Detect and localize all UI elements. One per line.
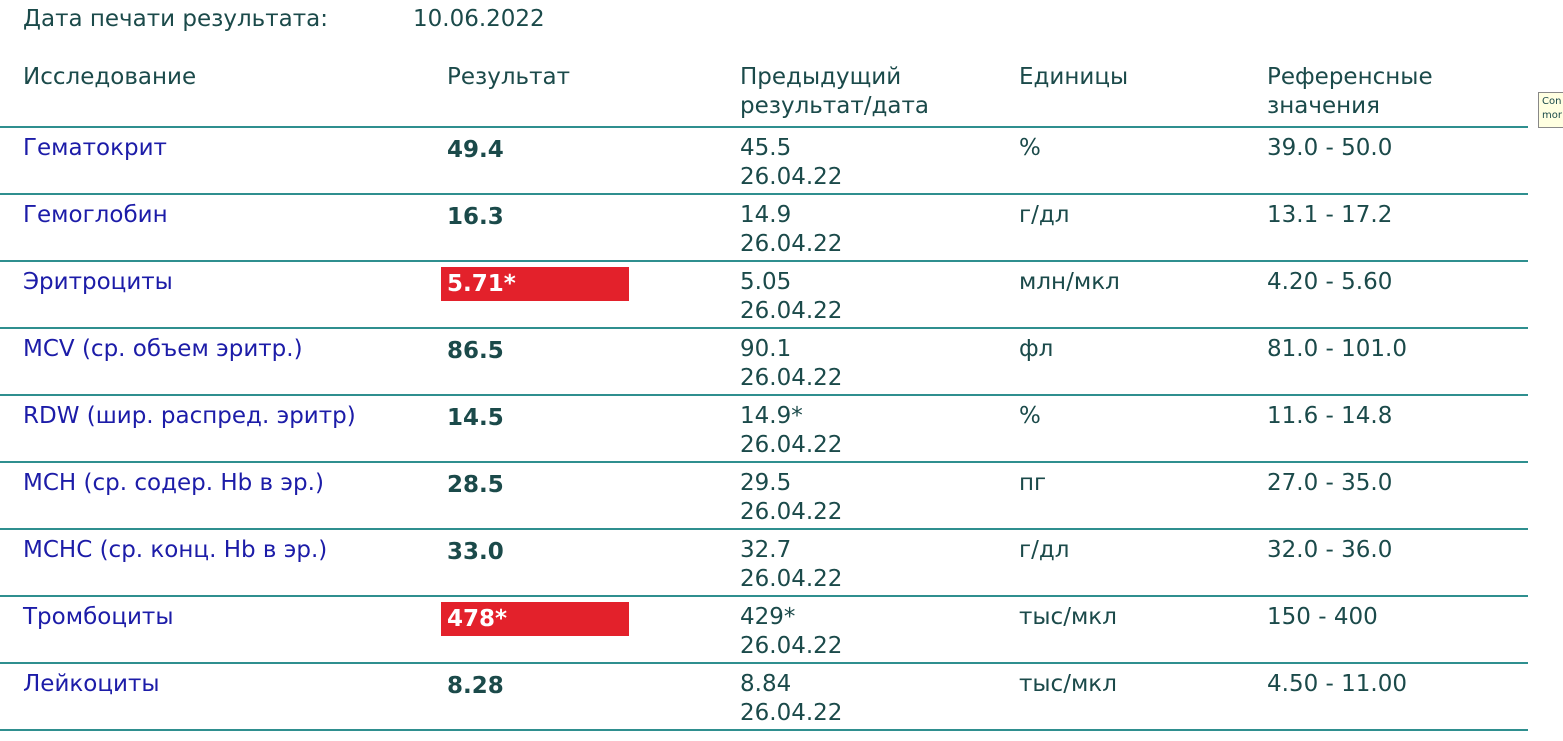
test-name: Гемоглобин [23, 202, 168, 228]
row-rule [0, 595, 1528, 597]
result: 86.5 [447, 338, 504, 364]
column-header: Предыдущий [740, 64, 902, 90]
units: % [1019, 135, 1041, 161]
units: фл [1019, 336, 1054, 362]
column-header: Референсные [1267, 64, 1433, 90]
result: 28.5 [447, 472, 504, 498]
reference: 32.0 - 36.0 [1267, 537, 1393, 563]
column-header: Результат [447, 64, 571, 90]
units: % [1019, 403, 1041, 429]
result: 5.71* [447, 271, 516, 297]
column-header: Исследование [23, 64, 197, 90]
tooltip-line: mor [1542, 110, 1562, 121]
row-rule [0, 461, 1528, 463]
previous-date: 26.04.22 [740, 700, 843, 726]
reference: 4.50 - 11.00 [1267, 671, 1407, 697]
previous-date: 26.04.22 [740, 566, 843, 592]
column-header: результат/дата [740, 93, 929, 119]
previous-result: 90.1 [740, 336, 792, 362]
reference: 39.0 - 50.0 [1267, 135, 1393, 161]
reference: 13.1 - 17.2 [1267, 202, 1393, 228]
reference: 4.20 - 5.60 [1267, 269, 1393, 295]
result: 33.0 [447, 539, 504, 565]
previous-result: 14.9 [740, 202, 792, 228]
row-rule [0, 394, 1528, 396]
tooltip-line: Con [1542, 96, 1562, 107]
result-flag [441, 267, 629, 301]
units: г/дл [1019, 537, 1070, 563]
reference: 150 - 400 [1267, 604, 1378, 630]
result: 14.5 [447, 405, 504, 431]
test-name: RDW (шир. распред. эритр) [23, 403, 356, 429]
result: 8.28 [447, 673, 504, 699]
test-name: Лейкоциты [23, 671, 160, 697]
column-header: значения [1267, 93, 1380, 119]
test-name: Эритроциты [23, 269, 173, 295]
previous-result: 32.7 [740, 537, 792, 563]
row-rule [0, 528, 1528, 530]
result: 16.3 [447, 204, 504, 230]
column-header: Единицы [1019, 64, 1129, 90]
previous-date: 26.04.22 [740, 499, 843, 525]
previous-result: 45.5 [740, 135, 792, 161]
previous-date: 26.04.22 [740, 231, 843, 257]
previous-result: 8.84 [740, 671, 792, 697]
previous-result: 14.9* [740, 403, 803, 429]
previous-result: 429* [740, 604, 796, 630]
test-name: MCV (ср. объем эритр.) [23, 336, 303, 362]
previous-date: 26.04.22 [740, 164, 843, 190]
test-name: MCHC (ср. конц. Hb в эр.) [23, 537, 328, 563]
reference: 81.0 - 101.0 [1267, 336, 1407, 362]
header-rule [0, 126, 1528, 128]
result-flag [441, 602, 629, 636]
reference: 27.0 - 35.0 [1267, 470, 1393, 496]
row-rule [0, 327, 1528, 329]
test-name: Гематокрит [23, 135, 167, 161]
row-rule [0, 662, 1528, 664]
print-date: 10.06.2022 [413, 6, 545, 32]
row-rule [0, 193, 1528, 195]
row-rule [0, 729, 1528, 731]
previous-result: 29.5 [740, 470, 792, 496]
previous-date: 26.04.22 [740, 432, 843, 458]
previous-result: 5.05 [740, 269, 792, 295]
print-date-label: Дата печати результата: [23, 6, 328, 32]
units: тыс/мкл [1019, 671, 1117, 697]
units: тыс/мкл [1019, 604, 1117, 630]
units: пг [1019, 470, 1047, 496]
row-rule [0, 260, 1528, 262]
units: млн/мкл [1019, 269, 1120, 295]
reference: 11.6 - 14.8 [1267, 403, 1393, 429]
previous-date: 26.04.22 [740, 298, 843, 324]
result: 49.4 [447, 137, 504, 163]
tooltip: Con mor [1538, 92, 1563, 128]
previous-date: 26.04.22 [740, 365, 843, 391]
result: 478* [447, 606, 508, 632]
units: г/дл [1019, 202, 1070, 228]
test-name: Тромбоциты [23, 604, 174, 630]
test-name: MCH (ср. содер. Hb в эр.) [23, 470, 324, 496]
previous-date: 26.04.22 [740, 633, 843, 659]
